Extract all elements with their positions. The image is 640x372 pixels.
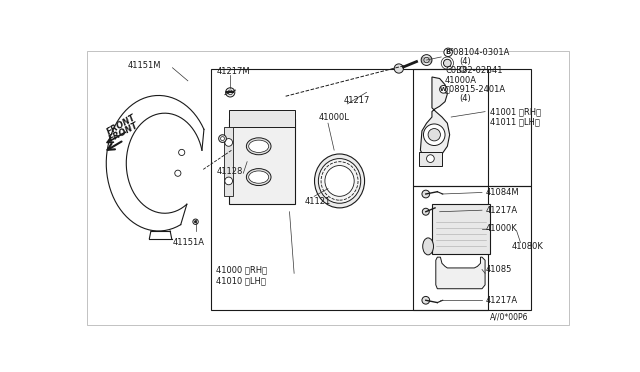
Text: 41151M: 41151M [128, 61, 161, 70]
Circle shape [228, 90, 232, 95]
Circle shape [422, 190, 429, 198]
Circle shape [422, 296, 429, 304]
Text: 41001 〈RH〉: 41001 〈RH〉 [490, 107, 541, 116]
Text: 41217: 41217 [344, 96, 370, 105]
Text: 41000 〈RH〉: 41000 〈RH〉 [216, 265, 268, 274]
Circle shape [440, 86, 447, 93]
Text: FRONT: FRONT [106, 113, 138, 137]
Circle shape [424, 57, 429, 63]
Circle shape [424, 124, 445, 145]
Text: 41000A: 41000A [445, 76, 477, 84]
Ellipse shape [422, 238, 433, 255]
Circle shape [421, 55, 432, 65]
Ellipse shape [314, 154, 365, 208]
Circle shape [444, 48, 452, 57]
Ellipse shape [325, 166, 354, 196]
Text: FRONT: FRONT [108, 121, 140, 144]
Circle shape [225, 177, 232, 185]
Ellipse shape [246, 169, 271, 186]
Circle shape [195, 221, 196, 223]
Circle shape [444, 59, 451, 67]
Ellipse shape [246, 138, 271, 155]
Text: 41217M: 41217M [216, 67, 250, 76]
Circle shape [225, 139, 232, 146]
Text: (4): (4) [459, 57, 470, 66]
Circle shape [428, 129, 440, 141]
Text: °08104-0301A: °08104-0301A [450, 48, 510, 57]
Circle shape [219, 135, 227, 142]
Circle shape [221, 137, 225, 141]
Bar [230, 119, 295, 204]
Text: W: W [440, 87, 447, 92]
Text: 41010 〈LH〉: 41010 〈LH〉 [216, 276, 266, 286]
Text: 41085: 41085 [486, 265, 512, 274]
Circle shape [460, 66, 466, 73]
Text: 41128: 41128 [216, 167, 243, 176]
Text: Ⓜ08915-2401A: Ⓜ08915-2401A [445, 85, 506, 94]
Text: 41080K: 41080K [511, 242, 543, 251]
Ellipse shape [249, 140, 269, 153]
Text: A//0*00P6: A//0*00P6 [490, 313, 528, 322]
Text: C0B82-02B41: C0B82-02B41 [445, 66, 502, 75]
Polygon shape [436, 257, 485, 289]
Circle shape [394, 64, 403, 73]
Bar [419, 152, 442, 166]
Text: 41000K: 41000K [486, 224, 518, 233]
Text: (4): (4) [459, 94, 470, 103]
Bar [413, 186, 531, 310]
Bar [224, 127, 234, 196]
Text: 41000L: 41000L [319, 113, 349, 122]
Polygon shape [420, 77, 450, 160]
Bar [413, 69, 531, 186]
Text: 41121: 41121 [305, 197, 331, 206]
Bar [211, 69, 488, 310]
Bar [432, 204, 490, 254]
Ellipse shape [318, 158, 361, 203]
Text: 41151A: 41151A [172, 238, 204, 247]
Text: 41217A: 41217A [486, 296, 518, 305]
Text: 41217A: 41217A [486, 206, 518, 215]
Circle shape [225, 88, 235, 97]
Bar [230, 110, 295, 127]
Text: 41011 〈LH〉: 41011 〈LH〉 [490, 117, 540, 126]
Circle shape [422, 208, 429, 215]
Ellipse shape [249, 171, 269, 183]
Circle shape [426, 155, 435, 163]
Text: 41084M: 41084M [486, 188, 520, 197]
Text: B: B [445, 49, 451, 55]
